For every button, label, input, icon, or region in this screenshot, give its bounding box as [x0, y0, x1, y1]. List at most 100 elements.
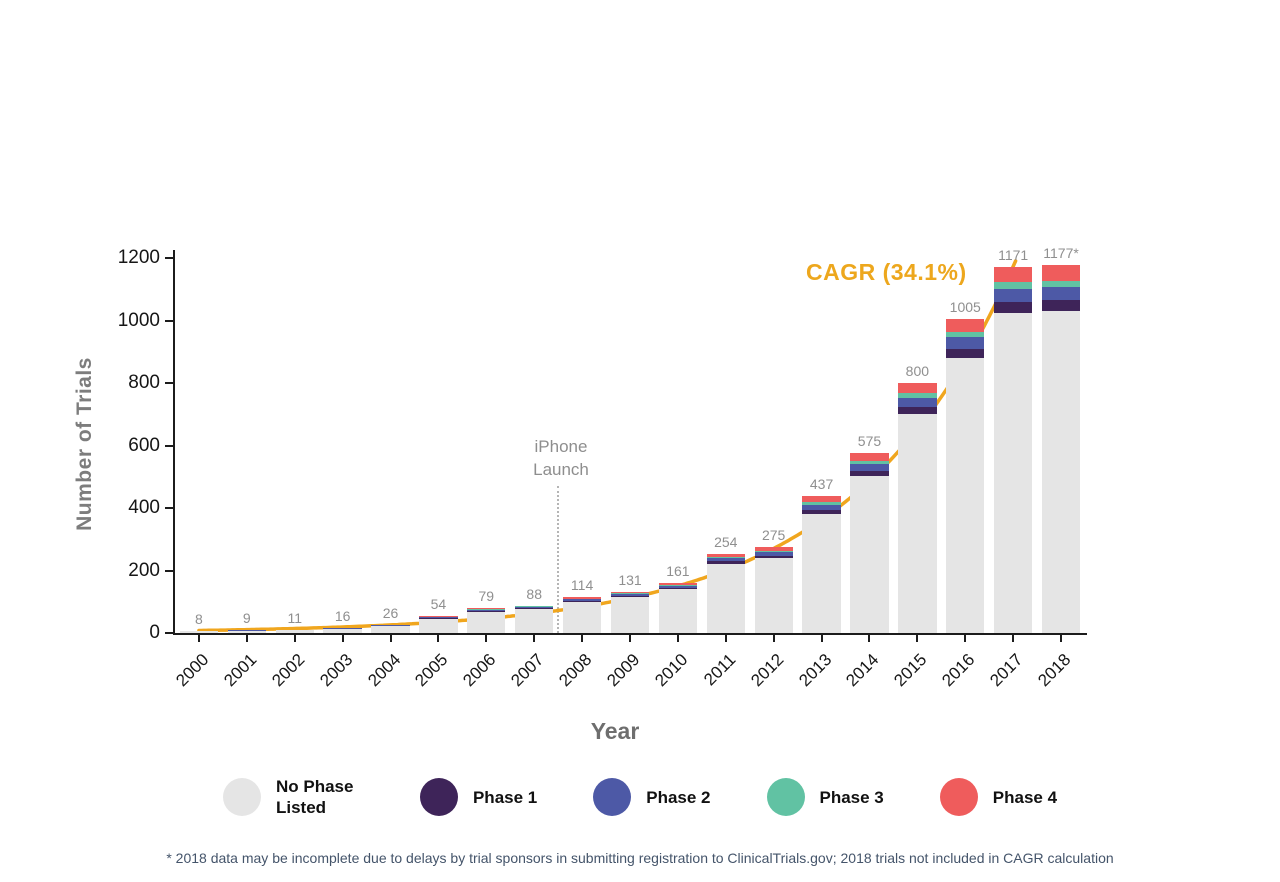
legend-swatch-icon — [593, 778, 632, 817]
bar-2010 — [658, 582, 698, 633]
bar-segment-phase-2 — [1041, 287, 1081, 301]
bar-segment-phase-1 — [850, 470, 889, 476]
bar-2018 — [1041, 265, 1081, 633]
bar-segment-phase-3 — [706, 556, 745, 559]
bar-segment-phase-2 — [562, 599, 602, 601]
x-axis-tick — [581, 635, 584, 642]
y-axis-tick — [165, 507, 173, 509]
x-axis-tick — [916, 635, 919, 642]
bar-segment-phase-2 — [610, 594, 650, 597]
bar-segment-phase-1 — [658, 587, 698, 590]
y-axis-tick-label: 200 — [128, 559, 160, 581]
bar-segment-no-phase-listed — [179, 631, 219, 633]
bar-segment-phase-4 — [754, 547, 793, 551]
iphone-launch-annotation-line1: iPhone — [534, 437, 588, 456]
legend: No Phase Listed Phase 1 Phase 2 Phase 3 Phas… — [0, 776, 1280, 819]
bar-value-label: 79 — [478, 588, 495, 605]
bar-segment-phase-2 — [706, 558, 745, 562]
x-axis-tick — [868, 635, 871, 642]
legend-swatch-icon — [939, 778, 978, 817]
bar-segment-no-phase-listed — [562, 602, 602, 633]
y-axis-tick — [165, 257, 173, 259]
bar-segment-no-phase-listed — [898, 414, 937, 633]
footnote: * 2018 data may be incomplete due to del… — [166, 850, 1114, 866]
bar-segment-phase-3 — [658, 584, 698, 586]
bar-2017 — [994, 267, 1033, 633]
bar-segment-phase-1 — [467, 610, 506, 612]
x-axis-tick — [1060, 635, 1063, 642]
bar-segment-phase-1 — [1041, 300, 1081, 312]
y-axis-tick-label: 400 — [128, 497, 160, 518]
bar-segment-phase-2 — [419, 617, 458, 618]
iphone-launch-annotation-line2: Launch — [533, 459, 589, 479]
bar-value-label: 161 — [666, 562, 690, 579]
bar-segment-no-phase-listed — [946, 358, 985, 633]
bar-segment-phase-2 — [371, 625, 410, 626]
bar-segment-phase-4 — [850, 453, 889, 461]
bar-2006 — [467, 608, 506, 633]
bar-segment-phase-1 — [802, 509, 841, 514]
bar-value-label: 131 — [618, 572, 642, 589]
bar-segment-no-phase-listed — [994, 312, 1033, 633]
bar-segment-no-phase-listed — [754, 558, 793, 633]
bar-segment-phase-1 — [994, 301, 1033, 313]
legend-item-phase-4: Phase 4 — [939, 778, 1058, 817]
y-axis-tick — [165, 382, 173, 384]
y-axis-tick-label: 800 — [128, 372, 160, 393]
legend-label: Phase 4 — [992, 787, 1058, 807]
bar-segment-phase-3 — [994, 282, 1033, 289]
bar-2015 — [898, 383, 937, 633]
x-axis-tick — [197, 635, 200, 642]
y-axis-title: Number of Trials — [73, 357, 96, 531]
bar-2003 — [323, 628, 362, 633]
x-axis-tick — [820, 635, 823, 642]
x-axis-tick — [533, 635, 536, 642]
bar-segment-no-phase-listed — [1041, 311, 1081, 633]
x-axis-tick — [293, 635, 296, 642]
y-axis-tick — [165, 569, 173, 572]
bar-value-label: 800 — [905, 363, 930, 379]
legend-label: No Phase Listed — [275, 777, 354, 818]
x-axis-tick — [964, 635, 967, 642]
bar-segment-phase-4 — [1041, 265, 1081, 281]
y-axis-tick — [165, 444, 173, 447]
bar-value-label: 26 — [382, 604, 399, 621]
bar-segment-no-phase-listed — [419, 618, 458, 633]
bar-value-label: 114 — [570, 577, 594, 594]
bar-2002 — [275, 629, 314, 633]
x-axis-line — [173, 633, 1087, 635]
bar-segment-phase-2 — [658, 585, 698, 588]
iphone-launch-dotted-line — [557, 486, 560, 633]
legend-label: Phase 2 — [646, 787, 711, 807]
legend-label: Phase 1 — [472, 787, 538, 807]
bar-value-label: 1171 — [998, 247, 1029, 264]
legend-item-phase-3: Phase 3 — [766, 778, 884, 817]
bar-2007 — [515, 605, 554, 633]
bar-segment-no-phase-listed — [227, 630, 266, 633]
bar-segment-phase-1 — [898, 406, 937, 415]
y-axis-tick — [165, 319, 173, 322]
bar-segment-no-phase-listed — [658, 589, 698, 633]
iphone-launch-annotation: iPhone Launch — [508, 436, 614, 482]
bar-segment-no-phase-listed — [323, 628, 362, 633]
bar-segment-phase-2 — [898, 397, 937, 407]
bar-segment-phase-1 — [562, 600, 602, 603]
bar-2016 — [946, 318, 985, 633]
bar-value-label: 11 — [287, 609, 302, 626]
bar-segment-no-phase-listed — [515, 609, 554, 633]
x-axis-tick — [772, 635, 775, 642]
bar-segment-phase-3 — [898, 393, 937, 398]
legend-swatch-icon — [766, 778, 805, 817]
bar-value-label: 9 — [242, 610, 251, 627]
bar-segment-phase-1 — [610, 596, 650, 598]
bar-segment-phase-4 — [610, 592, 650, 594]
bar-segment-phase-3 — [610, 593, 650, 595]
bar-segment-phase-4 — [467, 608, 506, 610]
bar-segment-phase-3 — [754, 550, 793, 553]
bar-segment-phase-3 — [850, 460, 889, 464]
x-axis-tick — [437, 635, 440, 642]
bar-segment-phase-4 — [658, 582, 698, 585]
legend-item-no-phase-listed: No Phase Listed — [222, 776, 364, 819]
bar-segment-phase-1 — [706, 561, 745, 564]
bar-segment-phase-2 — [994, 288, 1033, 302]
